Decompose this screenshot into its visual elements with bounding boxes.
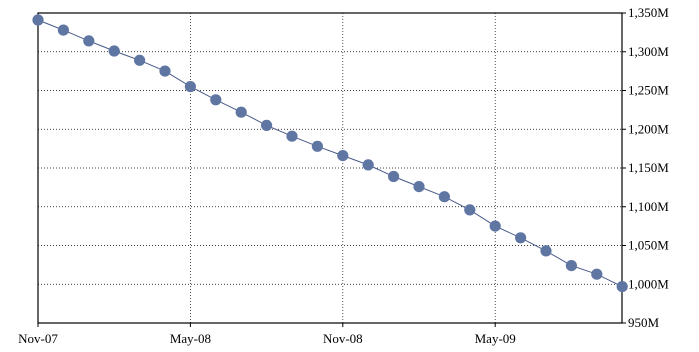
data-point — [57, 24, 69, 36]
data-point — [337, 150, 349, 162]
data-point — [311, 140, 323, 152]
data-point — [159, 65, 171, 77]
y-axis: 950M 1,000M 1,050M 1,100M 1,150M 1,200M 1,250M… — [622, 5, 669, 330]
data-point — [565, 260, 578, 272]
data-point — [540, 245, 552, 257]
data-point — [261, 119, 273, 131]
data-point — [489, 220, 501, 232]
data-point — [591, 268, 603, 280]
data-point — [184, 81, 196, 93]
x-tick-label: Nov-08 — [323, 331, 363, 346]
x-tick-label: Nov-07 — [18, 331, 58, 346]
y-tick-label: 1,200M — [628, 121, 669, 136]
data-point — [438, 191, 450, 203]
y-tick-label: 1,300M — [628, 44, 669, 59]
data-point — [108, 45, 120, 57]
data-point — [413, 181, 425, 193]
y-tick-label: 950M — [628, 315, 660, 330]
data-point — [464, 204, 476, 216]
data-point — [134, 54, 146, 66]
y-tick-label: 1,000M — [628, 276, 669, 291]
y-tick-label: 1,150M — [628, 160, 669, 175]
y-tick-label: 1,050M — [628, 238, 669, 253]
data-point — [362, 159, 374, 171]
grid-lines — [38, 13, 622, 323]
data-point — [388, 170, 400, 183]
x-tick-label: May-09 — [475, 331, 516, 346]
x-tick-label: May-08 — [170, 331, 211, 346]
x-axis: Nov-07 May-08 Nov-08 May-09 — [18, 323, 516, 346]
data-point — [210, 94, 222, 106]
data-point — [286, 130, 298, 142]
data-point — [515, 232, 527, 244]
data-point — [32, 14, 44, 26]
series-line — [37, 19, 623, 288]
data-point — [616, 281, 628, 293]
data-point — [235, 106, 247, 118]
y-tick-label: 1,100M — [628, 199, 669, 214]
data-points — [32, 14, 628, 293]
data-point — [83, 35, 95, 47]
y-tick-label: 1,250M — [628, 83, 669, 98]
y-tick-label: 1,350M — [628, 5, 669, 20]
